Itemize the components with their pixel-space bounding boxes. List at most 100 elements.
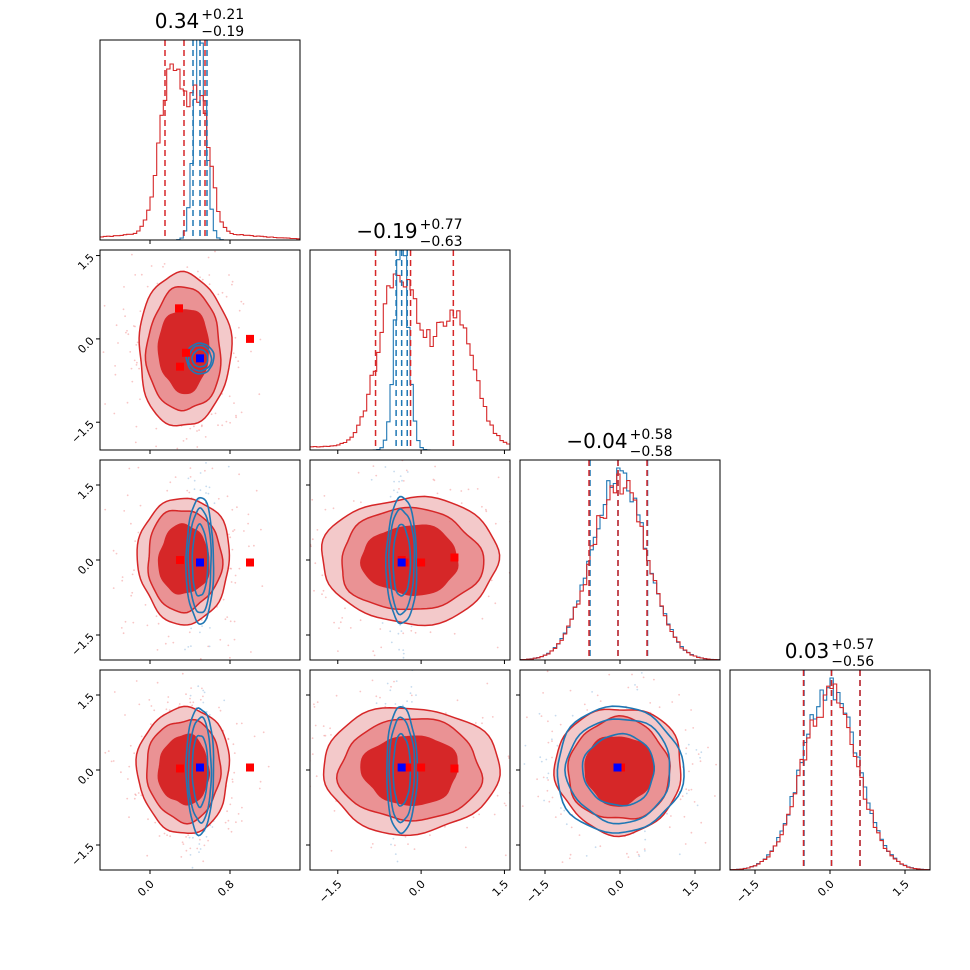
scatter-point [199,848,202,850]
scatter-point [129,744,132,747]
panel-3-1 [99,459,301,661]
scatter-point [187,477,190,480]
scatter-point [402,656,405,659]
scatter-point [113,412,116,415]
scatter-point [330,849,333,852]
scatter-point [238,326,240,329]
blue-contour [185,342,215,375]
scatter-point [398,648,400,651]
panel-title-plus: +0.57 [831,637,874,653]
scatter-point [201,278,204,281]
scatter-point [311,538,314,541]
scatter-point [316,701,319,703]
panel-title-plus: +0.21 [201,7,244,23]
scatter-point [117,342,119,344]
scatter-point [389,495,392,498]
scatter-point [530,740,532,742]
diagonal-panel-1: 0.34 +0.21−0.19 [99,7,301,241]
scatter-point [196,847,199,850]
scatter-point [699,760,702,763]
scatter-point [164,642,167,645]
x-tick-label: 1.5 [890,878,912,900]
scatter-point [260,528,262,531]
scatter-point [132,621,135,624]
scatter-point [293,785,295,787]
scatter-point [235,821,237,824]
scatter-point [219,709,222,712]
x-tick-label: −1.5 [734,878,762,906]
scatter-point [321,593,323,596]
scatter-point [217,424,219,427]
scatter-point [158,835,161,837]
scatter-point [221,424,224,427]
scatter-point [155,615,158,618]
scatter-point [150,705,153,707]
red-marker [246,558,254,567]
scatter-point [267,733,269,735]
scatter-point [690,788,693,791]
blue-contour [388,716,416,824]
scatter-point [396,860,399,863]
scatter-point [292,794,294,796]
scatter-point [237,366,240,369]
blue-marker [397,763,406,772]
scatter-point [402,480,405,482]
scatter-point [201,625,204,627]
scatter-point [547,741,550,744]
scatter-point [685,792,688,795]
red-contour-inner [360,524,459,596]
scatter-point [360,501,362,504]
scatter-point [547,772,550,775]
scatter-point [287,560,289,562]
scatter-point [207,492,210,495]
scatter-point [411,701,413,703]
scatter-point [230,567,233,570]
scatter-point [227,827,230,830]
scatter-point [189,467,192,469]
x-tick-label: −1.5 [524,878,552,906]
scatter-point [668,826,671,829]
y-tick-label: 0.0 [75,556,97,578]
red-marker [176,764,184,773]
blue-contour [185,707,215,837]
scatter-point [314,724,317,727]
scatter-point [634,684,636,686]
scatter-point [202,701,205,704]
scatter-point [248,550,250,552]
scatter-point [487,595,490,598]
scatter-point [643,848,646,850]
blue-marker [196,558,204,567]
scatter-point [337,650,339,652]
scatter-point [231,280,234,283]
scatter-point [375,695,378,698]
panel-title-value: −0.19 [356,219,417,243]
scatter-point [132,325,135,327]
scatter-point [155,427,158,430]
scatter-point [201,687,203,690]
scatter-point [234,356,237,359]
scatter-point [234,581,237,584]
scatter-point [409,692,412,695]
scatter-point [335,694,338,697]
scatter-point [159,226,161,228]
scatter-point [193,870,195,872]
scatter-point [248,545,250,548]
scatter-point [699,756,701,759]
scatter-point [658,706,661,709]
scatter-point [349,627,352,629]
scatter-point [231,508,234,511]
red-histogram [730,683,930,870]
scatter-point [202,695,204,698]
scatter-point [238,567,241,570]
scatter-point [569,853,572,856]
scatter-point [490,579,493,582]
scatter-point [684,843,687,845]
scatter-point [138,703,141,706]
scatter-point [225,295,228,298]
scatter-point [189,701,192,704]
scatter-point [227,474,229,476]
scatter-point [233,771,236,774]
scatter-point [188,491,191,494]
blue-histogram [730,677,930,870]
scatter-point [599,845,602,848]
